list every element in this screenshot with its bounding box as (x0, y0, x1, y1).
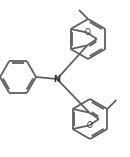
Text: O: O (84, 28, 90, 37)
Text: O: O (86, 121, 92, 130)
Text: N: N (54, 75, 60, 84)
